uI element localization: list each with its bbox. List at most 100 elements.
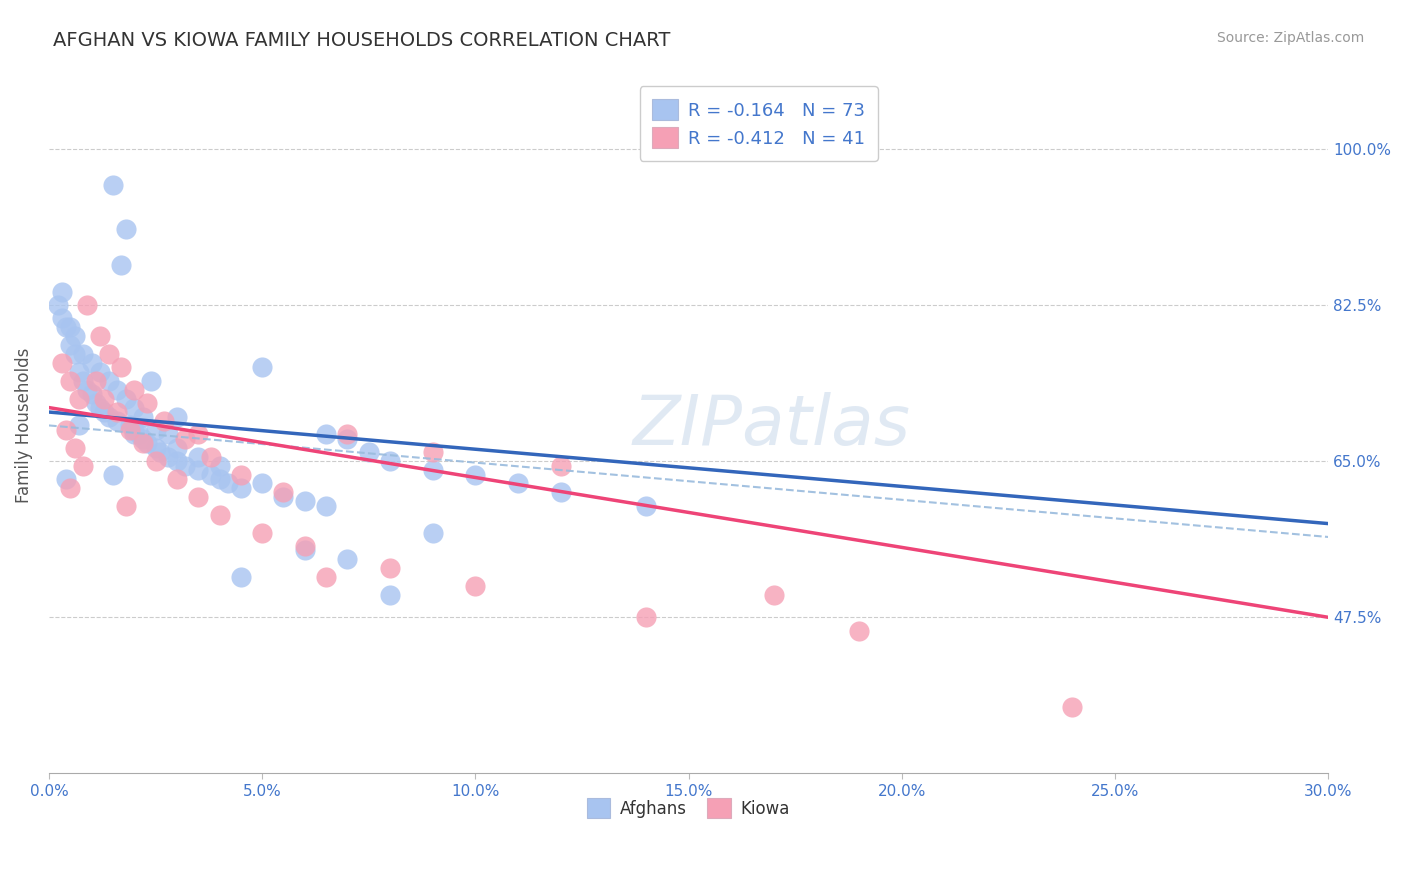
Point: [464, 579, 486, 593]
Point: [122, 427, 145, 442]
Point: [97, 347, 120, 361]
Point: [550, 458, 572, 473]
Point: [55, 320, 77, 334]
Point: [634, 499, 657, 513]
Point: [67, 392, 90, 406]
Point: [114, 222, 136, 236]
Point: [110, 258, 132, 272]
Point: [315, 570, 337, 584]
Point: [506, 476, 529, 491]
Point: [378, 588, 401, 602]
Point: [110, 360, 132, 375]
Point: [422, 445, 444, 459]
Point: [145, 454, 167, 468]
Point: [357, 445, 380, 459]
Point: [157, 450, 180, 464]
Point: [89, 365, 111, 379]
Point: [208, 472, 231, 486]
Point: [51, 311, 73, 326]
Point: [132, 409, 155, 424]
Point: [132, 436, 155, 450]
Point: [55, 423, 77, 437]
Point: [200, 450, 222, 464]
Point: [59, 374, 82, 388]
Point: [84, 374, 107, 388]
Point: [67, 418, 90, 433]
Point: [315, 499, 337, 513]
Point: [128, 427, 150, 442]
Point: [200, 467, 222, 482]
Point: [250, 360, 273, 375]
Point: [63, 347, 86, 361]
Point: [84, 396, 107, 410]
Point: [336, 427, 359, 442]
Point: [208, 508, 231, 522]
Point: [105, 405, 128, 419]
Point: [89, 401, 111, 415]
Point: [51, 285, 73, 299]
Point: [67, 365, 90, 379]
Point: [76, 383, 98, 397]
Point: [1062, 699, 1084, 714]
Point: [250, 476, 273, 491]
Point: [166, 454, 188, 468]
Point: [422, 463, 444, 477]
Point: [174, 458, 197, 473]
Point: [72, 347, 94, 361]
Point: [166, 472, 188, 486]
Point: [208, 458, 231, 473]
Point: [145, 441, 167, 455]
Point: [848, 624, 870, 638]
Point: [59, 338, 82, 352]
Point: [149, 445, 172, 459]
Point: [80, 387, 103, 401]
Point: [273, 485, 295, 500]
Text: ZIPatlas: ZIPatlas: [633, 392, 911, 459]
Point: [378, 561, 401, 575]
Point: [122, 401, 145, 415]
Point: [132, 432, 155, 446]
Point: [336, 552, 359, 566]
Point: [550, 485, 572, 500]
Point: [55, 472, 77, 486]
Point: [141, 374, 163, 388]
Point: [422, 525, 444, 540]
Point: [136, 436, 159, 450]
Point: [101, 178, 124, 192]
Point: [72, 374, 94, 388]
Point: [105, 383, 128, 397]
Point: [51, 356, 73, 370]
Point: [93, 392, 115, 406]
Point: [315, 427, 337, 442]
Point: [187, 427, 209, 442]
Point: [217, 476, 239, 491]
Point: [229, 481, 252, 495]
Point: [157, 427, 180, 442]
Point: [122, 383, 145, 397]
Point: [105, 414, 128, 428]
Point: [250, 525, 273, 540]
Point: [101, 467, 124, 482]
Point: [294, 494, 316, 508]
Point: [63, 441, 86, 455]
Point: [93, 405, 115, 419]
Point: [114, 392, 136, 406]
Point: [89, 329, 111, 343]
Point: [97, 409, 120, 424]
Point: [59, 320, 82, 334]
Point: [145, 423, 167, 437]
Point: [80, 356, 103, 370]
Point: [97, 374, 120, 388]
Point: [187, 463, 209, 477]
Point: [59, 481, 82, 495]
Point: [166, 441, 188, 455]
Point: [273, 490, 295, 504]
Point: [122, 423, 145, 437]
Point: [187, 490, 209, 504]
Point: [76, 298, 98, 312]
Point: [118, 423, 141, 437]
Point: [294, 543, 316, 558]
Point: [336, 432, 359, 446]
Point: [46, 298, 69, 312]
Point: [166, 409, 188, 424]
